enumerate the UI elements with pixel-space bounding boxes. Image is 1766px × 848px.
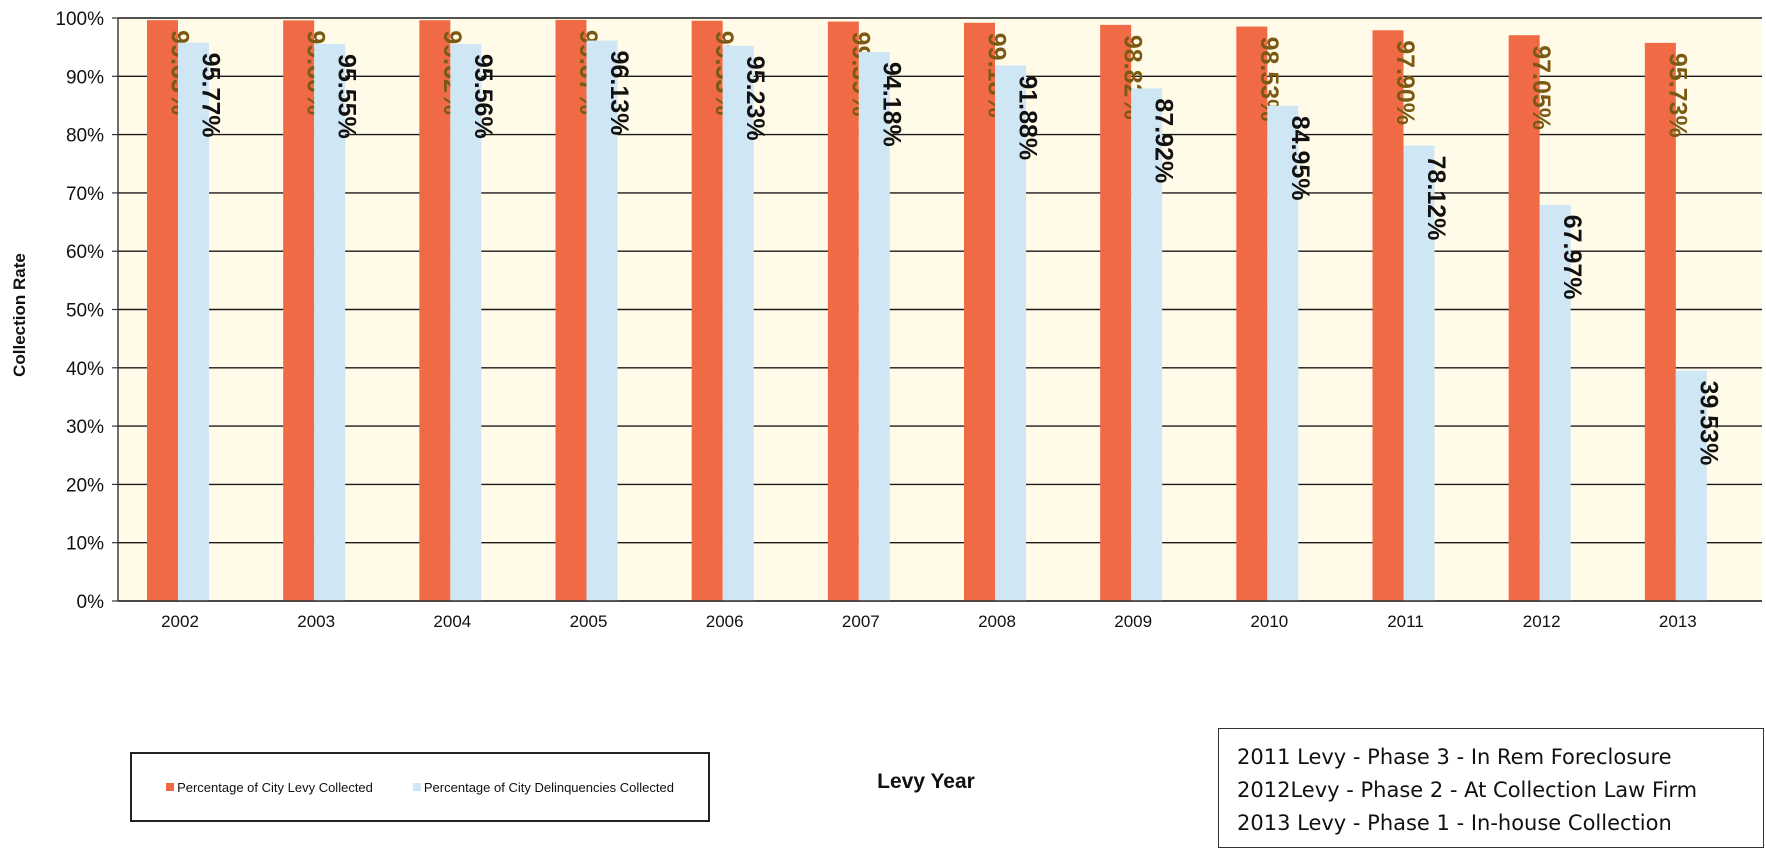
legend-label-levy: Percentage of City Levy Collected xyxy=(177,779,373,795)
y-tick-label: 0% xyxy=(77,592,105,613)
levy-bar xyxy=(147,20,178,601)
levy-bar xyxy=(1100,24,1132,602)
levy-bar xyxy=(691,20,723,601)
chart-legend: Percentage of City Levy Collected Percen… xyxy=(130,752,710,822)
levy-data-label: 97.05% xyxy=(1527,45,1555,130)
levy-bar xyxy=(964,22,995,602)
legend-item-levy: Percentage of City Levy Collected xyxy=(166,780,373,795)
x-tick-label: 2007 xyxy=(842,612,880,631)
delinquency-bar xyxy=(450,43,482,602)
levy-bar xyxy=(283,20,315,601)
phase-note: 2011 Levy - Phase 3 - In Rem Foreclosure xyxy=(1237,745,1672,769)
x-axis: 2002 2003 2004 2005 2006 2007 2008 2009 2010 2011… xyxy=(118,600,1762,631)
y-tick-label: 10% xyxy=(66,534,104,555)
delinquency-bar xyxy=(178,42,209,602)
delinquency-bar xyxy=(1539,204,1571,601)
delinquency-data-label: 39.53% xyxy=(1694,381,1722,466)
levy-bar xyxy=(827,21,859,602)
delinquency-data-label: 95.55% xyxy=(333,54,361,139)
delinquency-data-label: 96.13% xyxy=(605,51,633,136)
y-tick-label: 80% xyxy=(66,126,104,147)
delinquency-bar xyxy=(314,43,346,602)
delinquency-data-label: 95.77% xyxy=(197,53,225,138)
y-tick-label: 20% xyxy=(66,475,104,496)
phase-note: 2013 Levy - Phase 1 - In-house Collectio… xyxy=(1237,811,1672,835)
x-tick-label: 2010 xyxy=(1250,612,1288,631)
delinquency-data-label: 87.92% xyxy=(1150,98,1178,183)
x-tick-label: 2012 xyxy=(1523,612,1561,631)
phase-notes-box: 2011 Levy - Phase 3 - In Rem Foreclosure… xyxy=(1218,728,1764,848)
bars: 99.63%95.77%99.60%95.55%99.62%95.56%99.6… xyxy=(147,19,1722,602)
y-tick-label: 70% xyxy=(66,184,104,205)
x-tick-label: 2003 xyxy=(297,612,335,631)
legend-swatch-delinquencies xyxy=(412,783,421,791)
x-tick-label: 2008 xyxy=(978,612,1016,631)
delinquency-bar xyxy=(1675,370,1707,601)
y-tick-label: 30% xyxy=(66,417,104,438)
delinquency-data-label: 94.18% xyxy=(877,62,905,147)
y-tick-label: 60% xyxy=(66,242,104,263)
levy-bar xyxy=(419,20,451,602)
delinquency-data-label: 67.97% xyxy=(1558,215,1586,300)
x-tick-label: 2004 xyxy=(433,612,471,631)
levy-bar xyxy=(1508,35,1540,602)
levy-data-label: 95.73% xyxy=(1663,53,1691,138)
legend-swatch-levy xyxy=(166,783,175,791)
x-axis-title: Levy Year xyxy=(877,770,975,793)
levy-bar xyxy=(555,19,587,602)
delinquency-bar xyxy=(1267,105,1299,601)
levy-bar xyxy=(1644,42,1676,601)
x-tick-label: 2013 xyxy=(1659,612,1697,631)
x-tick-label: 2006 xyxy=(706,612,744,631)
y-axis-title: Collection Rate xyxy=(10,253,29,377)
y-tick-label: 40% xyxy=(66,359,104,380)
delinquency-bar xyxy=(1403,145,1435,601)
delinquency-bar xyxy=(1131,88,1163,602)
x-tick-label: 2009 xyxy=(1114,612,1152,631)
legend-item-delinquencies: Percentage of City Delinquencies Collect… xyxy=(412,779,674,795)
delinquency-data-label: 91.88% xyxy=(1014,75,1042,160)
y-tick-label: 100% xyxy=(55,9,104,30)
x-tick-label: 2005 xyxy=(570,612,608,631)
delinquency-data-label: 78.12% xyxy=(1422,156,1450,241)
x-tick-label: 2011 xyxy=(1387,612,1424,631)
x-tick-label: 2002 xyxy=(161,612,199,631)
delinquency-data-label: 84.95% xyxy=(1286,116,1314,201)
levy-bar xyxy=(1236,26,1268,601)
delinquency-data-label: 95.23% xyxy=(741,56,769,141)
y-tick-label: 50% xyxy=(66,301,104,322)
y-axis: 0% 10% 20% 30% 40% 50% 60% 70% 80% 90% 100% xyxy=(55,9,119,613)
levy-bar xyxy=(1372,30,1404,602)
delinquency-bar xyxy=(722,45,754,602)
legend-label-delinquencies: Percentage of City Delinquencies Collect… xyxy=(423,779,674,795)
delinquency-bar xyxy=(858,51,890,601)
levy-data-label: 97.90% xyxy=(1391,40,1419,125)
delinquency-bar xyxy=(586,40,618,602)
delinquency-data-label: 95.56% xyxy=(469,54,497,139)
y-tick-label: 90% xyxy=(66,67,104,88)
delinquency-bar xyxy=(995,65,1026,601)
gridlines xyxy=(118,17,1762,602)
phase-note: 2012Levy - Phase 2 - At Collection Law F… xyxy=(1237,778,1698,802)
